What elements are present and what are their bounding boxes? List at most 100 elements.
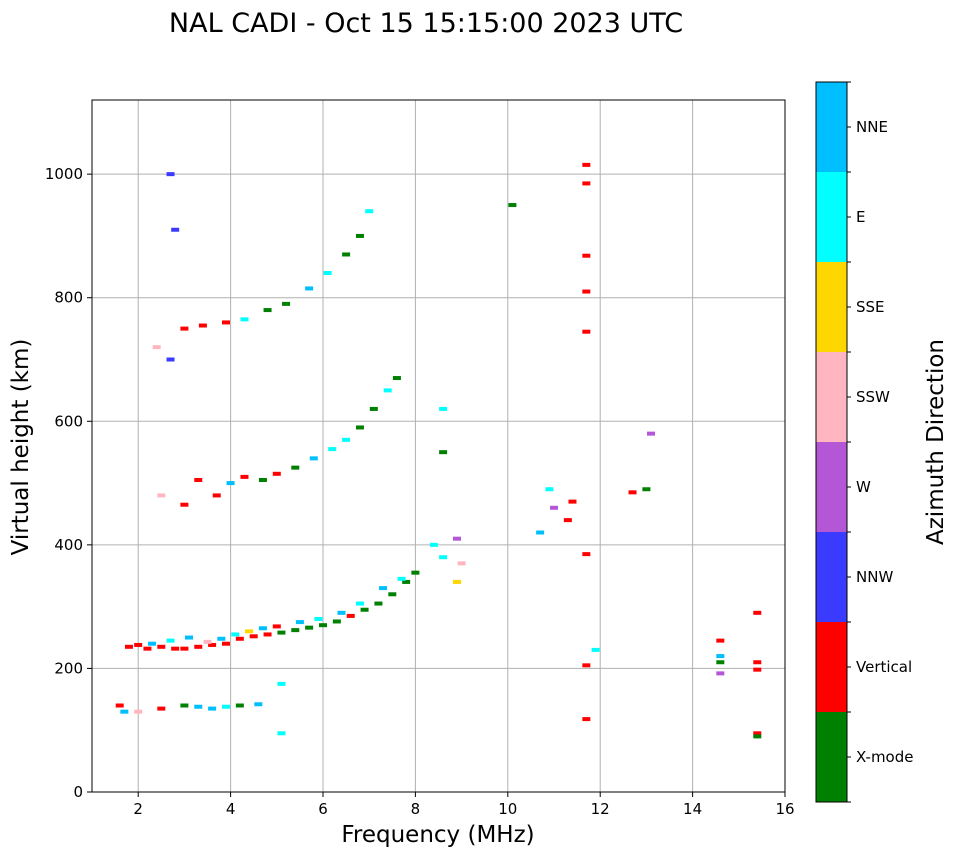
data-point: [235, 703, 244, 708]
data-point: [346, 613, 355, 618]
data-point: [277, 681, 286, 686]
data-point: [314, 617, 323, 621]
data-point: [439, 406, 448, 411]
data-point: [263, 632, 272, 637]
data-point: [397, 576, 406, 581]
data-point: [282, 301, 291, 306]
data-point: [254, 702, 263, 707]
y-tick-label: 0: [73, 783, 83, 801]
y-tick-label: 800: [54, 289, 83, 307]
data-point: [642, 487, 651, 492]
colorbar-segment: [816, 82, 847, 172]
data-marks: [115, 162, 762, 739]
data-point: [240, 474, 249, 479]
data-point: [383, 388, 392, 393]
data-point: [171, 646, 180, 651]
colorbar-segment: [816, 262, 847, 352]
data-point: [452, 579, 461, 584]
colorbar-segment: [816, 352, 847, 442]
data-point: [157, 493, 166, 498]
data-point: [753, 660, 762, 665]
data-point: [180, 703, 189, 708]
colorbar-tick-label: Vertical: [856, 658, 912, 676]
data-point: [166, 357, 175, 362]
data-point: [328, 447, 337, 452]
data-point: [221, 320, 230, 325]
colorbar-segment: [816, 622, 847, 712]
colorbar-tick-label: E: [856, 208, 865, 226]
colorbar-tick-label: X-mode: [856, 748, 913, 766]
y-tick-label: 400: [54, 536, 83, 554]
data-point: [295, 620, 304, 625]
data-point: [355, 601, 364, 606]
x-tick-label: 4: [226, 800, 236, 818]
data-point: [439, 555, 448, 560]
data-point: [217, 636, 226, 641]
data-point: [402, 579, 411, 584]
data-point: [263, 308, 272, 313]
data-point: [439, 450, 448, 455]
x-ticks: 2 4 6 8 10 12 14 16: [133, 792, 795, 818]
data-point: [716, 660, 725, 665]
plot-frame: [91, 99, 786, 793]
data-point: [411, 570, 420, 575]
data-point: [379, 586, 388, 591]
colorbar-tick-label: NNW: [856, 568, 893, 586]
data-point: [374, 601, 383, 606]
colorbar-frame: [815, 81, 848, 803]
y-tick-label: 600: [54, 412, 83, 430]
data-point: [582, 181, 591, 186]
data-point: [221, 641, 230, 646]
series-noise-isolated: [152, 162, 762, 739]
data-point: [319, 623, 327, 628]
y-tick-label: 1000: [45, 165, 83, 183]
data-point: [568, 499, 577, 504]
series-2f-multi-hop: [157, 376, 401, 507]
data-point: [508, 203, 517, 208]
data-point: [258, 477, 267, 482]
data-point: [166, 638, 175, 643]
data-point: [272, 471, 281, 476]
colorbar-segment: [816, 172, 847, 262]
data-point: [355, 233, 364, 238]
data-point: [120, 709, 129, 714]
series-e-layer-trace: [115, 681, 286, 736]
data-point: [536, 530, 545, 535]
data-point: [342, 252, 351, 257]
data-point: [143, 646, 152, 651]
data-point: [582, 717, 591, 722]
plot-area: [92, 100, 785, 792]
data-point: [753, 610, 762, 615]
data-point: [628, 490, 637, 495]
data-point: [208, 706, 217, 711]
data-point: [753, 667, 762, 672]
data-point: [582, 253, 591, 258]
data-point: [332, 619, 341, 624]
data-point: [291, 628, 300, 633]
data-point: [157, 706, 166, 711]
colorbar-tick-label: NNE: [856, 118, 888, 136]
data-point: [148, 641, 157, 646]
data-point: [452, 536, 461, 541]
data-point: [134, 709, 143, 714]
data-point: [309, 456, 318, 461]
data-point: [563, 518, 572, 523]
x-tick-label: 8: [411, 800, 421, 818]
data-point: [337, 610, 346, 615]
data-point: [115, 703, 124, 708]
data-point: [166, 172, 175, 177]
data-point: [360, 607, 369, 612]
data-point: [647, 431, 656, 436]
data-point: [240, 317, 249, 322]
data-point: [716, 671, 725, 676]
data-point: [305, 286, 314, 291]
data-point: [212, 493, 221, 498]
colorbar: X-mode Vertical NNW W SSW SSE E NNE: [815, 81, 913, 803]
data-point: [208, 642, 217, 647]
series-3f-multi-hop: [180, 209, 374, 331]
data-point: [716, 654, 725, 659]
data-point: [388, 592, 397, 597]
data-point: [582, 552, 591, 557]
data-point: [185, 635, 194, 640]
